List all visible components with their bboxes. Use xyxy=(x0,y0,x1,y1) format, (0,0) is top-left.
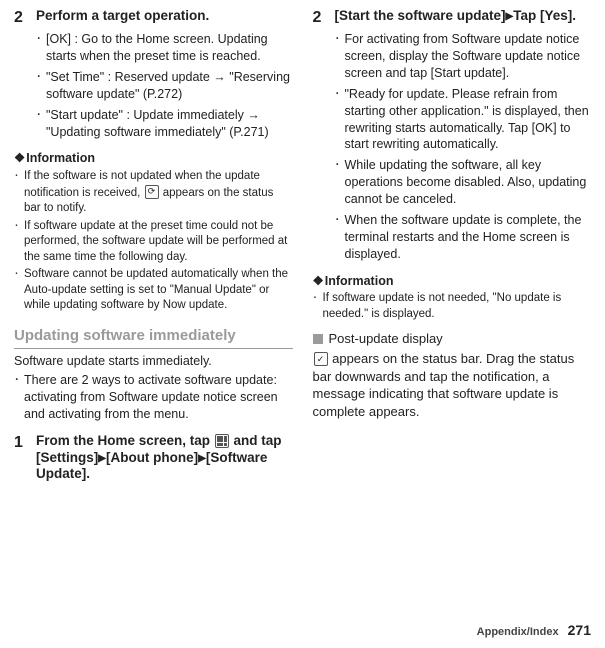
step-sub-text: [OK] : Go to the Home screen. Updating s… xyxy=(46,31,293,65)
bullet-dot-icon: ･ xyxy=(335,86,345,154)
step-sub-text: "Set Time" : Reserved update → "Reservin… xyxy=(46,69,293,103)
step-title-part: [Start the software update] xyxy=(335,8,506,23)
step-number: 2 xyxy=(313,8,335,27)
bullet-dot-icon: ･ xyxy=(36,31,46,65)
post-update-body: ✓ appears on the status bar. Drag the st… xyxy=(313,350,592,420)
step-title: [Start the software update]▶Tap [Yes]. xyxy=(335,8,592,25)
step-title: From the Home screen, tap and tap [Setti… xyxy=(36,433,293,484)
info-item: ･ Software cannot be updated automatical… xyxy=(14,267,293,314)
status-icon: ⟳ xyxy=(145,185,159,199)
post-update-title: Post-update display xyxy=(329,330,443,348)
info-text: If the software is not updated when the … xyxy=(24,169,293,217)
step-sub-text: "Start update" : Update immediately → "U… xyxy=(46,107,293,141)
info-text: Software cannot be updated automatically… xyxy=(24,267,293,314)
step-title-part: From the Home screen, tap xyxy=(36,433,214,448)
step-sub-item: ･ "Set Time" : Reserved update → "Reserv… xyxy=(36,69,293,103)
information-heading: ❖Information xyxy=(313,273,592,290)
page-footer: Appendix/Index 271 xyxy=(477,621,591,640)
information-heading: ❖Information xyxy=(14,150,293,167)
information-label: Information xyxy=(26,151,95,165)
step-2-left: 2 Perform a target operation. xyxy=(14,8,293,27)
footer-section: Appendix/Index xyxy=(477,626,559,638)
info-text: If software update is not needed, "No up… xyxy=(323,291,592,322)
step-number: 1 xyxy=(14,433,36,484)
bullet-dot-icon: ･ xyxy=(14,372,24,423)
step-sub-item: ･ "Ready for update. Please refrain from… xyxy=(335,86,592,154)
bullet-dot-icon: ･ xyxy=(313,291,323,322)
info-item: ･ If software update at the preset time … xyxy=(14,219,293,266)
step-title-part: [About phone] xyxy=(106,450,198,465)
step-title-part: Tap [Yes]. xyxy=(513,8,576,23)
step-title: Perform a target operation. xyxy=(36,8,293,25)
bullet-dot-icon: ･ xyxy=(335,31,345,82)
section-intro: Software update starts immediately. xyxy=(14,353,293,370)
step-sub-item: ･ [OK] : Go to the Home screen. Updating… xyxy=(36,31,293,65)
section-bullet: ･ There are 2 ways to activate software … xyxy=(14,372,293,423)
page-columns: 2 Perform a target operation. ･ [OK] : G… xyxy=(14,8,591,487)
info-text: If software update at the preset time co… xyxy=(24,219,293,266)
triangle-icon: ▶ xyxy=(98,453,106,464)
step-sub-item: ･ When the software update is complete, … xyxy=(335,212,592,263)
bullet-dot-icon: ･ xyxy=(36,107,46,141)
step-sub-text: While updating the software, all key ope… xyxy=(345,157,592,208)
step-sub-text: "Ready for update. Please refrain from s… xyxy=(345,86,592,154)
bullet-dot-icon: ･ xyxy=(14,169,24,217)
step-sub-text: When the software update is complete, th… xyxy=(345,212,592,263)
step-number: 2 xyxy=(14,8,36,27)
square-icon xyxy=(313,334,323,344)
info-item: ･ If the software is not updated when th… xyxy=(14,169,293,217)
step-1: 1 From the Home screen, tap and tap [Set… xyxy=(14,433,293,484)
section-heading: Updating software immediately xyxy=(14,326,293,349)
step-body: From the Home screen, tap and tap [Setti… xyxy=(36,433,293,484)
triangle-icon: ▶ xyxy=(198,453,206,464)
diamond-icon: ❖ xyxy=(14,151,24,165)
section-bullet-text: There are 2 ways to activate software up… xyxy=(24,372,293,423)
diamond-icon: ❖ xyxy=(313,274,323,288)
bullet-dot-icon: ･ xyxy=(14,267,24,314)
page-number: 271 xyxy=(568,622,591,638)
right-column: 2 [Start the software update]▶Tap [Yes].… xyxy=(313,8,592,487)
step-sub-item: ･ While updating the software, all key o… xyxy=(335,157,592,208)
bullet-dot-icon: ･ xyxy=(335,157,345,208)
bullet-dot-icon: ･ xyxy=(14,219,24,266)
update-complete-icon: ✓ xyxy=(314,352,328,366)
post-update-text: appears on the status bar. Drag the stat… xyxy=(313,351,575,419)
step-2-right: 2 [Start the software update]▶Tap [Yes]. xyxy=(313,8,592,27)
post-update-heading: Post-update display xyxy=(313,330,592,348)
step-sub-item: ･ "Start update" : Update immediately → … xyxy=(36,107,293,141)
step-sub-item: ･ For activating from Software update no… xyxy=(335,31,592,82)
apps-grid-icon xyxy=(215,434,229,448)
bullet-dot-icon: ･ xyxy=(335,212,345,263)
step-body: Perform a target operation. xyxy=(36,8,293,27)
bullet-dot-icon: ･ xyxy=(36,69,46,103)
step-sub-text: For activating from Software update noti… xyxy=(345,31,592,82)
step-body: [Start the software update]▶Tap [Yes]. xyxy=(335,8,592,27)
information-label: Information xyxy=(325,274,394,288)
info-item: ･ If software update is not needed, "No … xyxy=(313,291,592,322)
left-column: 2 Perform a target operation. ･ [OK] : G… xyxy=(14,8,293,487)
